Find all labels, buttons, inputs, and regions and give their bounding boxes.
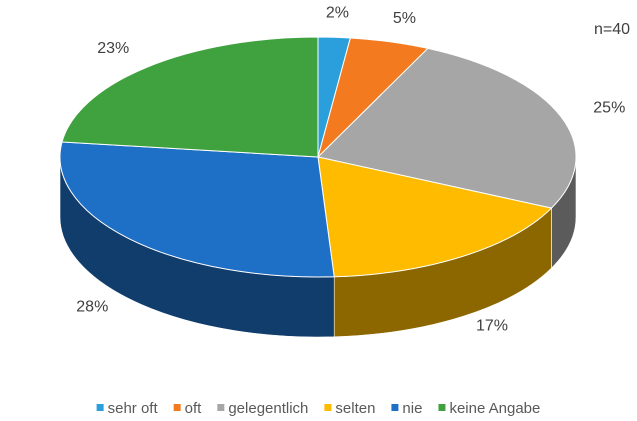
data-label: 23%: [97, 40, 129, 57]
legend-swatch: [217, 404, 225, 411]
legend-label: oft: [185, 400, 203, 417]
data-label: 28%: [76, 299, 108, 316]
pie-slice: [59, 141, 335, 278]
legend-swatch: [96, 404, 104, 411]
legend-label: sehr oft: [108, 400, 159, 417]
legend-label: selten: [335, 400, 375, 417]
legend-swatch: [391, 404, 399, 411]
legend-swatch: [324, 404, 332, 411]
legend-swatch: [173, 404, 181, 411]
data-label: 17%: [476, 317, 508, 334]
pie-slice: [61, 36, 319, 158]
pie-slice: [317, 156, 553, 278]
data-label: 25%: [593, 99, 625, 116]
legend-label: nie: [402, 400, 422, 417]
legend-label: keine Angabe: [449, 400, 540, 417]
sample-size: n=40: [594, 21, 630, 38]
data-label: 2%: [326, 5, 349, 22]
data-label: 5%: [393, 10, 416, 27]
legend-label: gelegentlich: [228, 400, 308, 417]
legend-swatch: [438, 404, 446, 411]
pie-slice: [316, 47, 577, 209]
